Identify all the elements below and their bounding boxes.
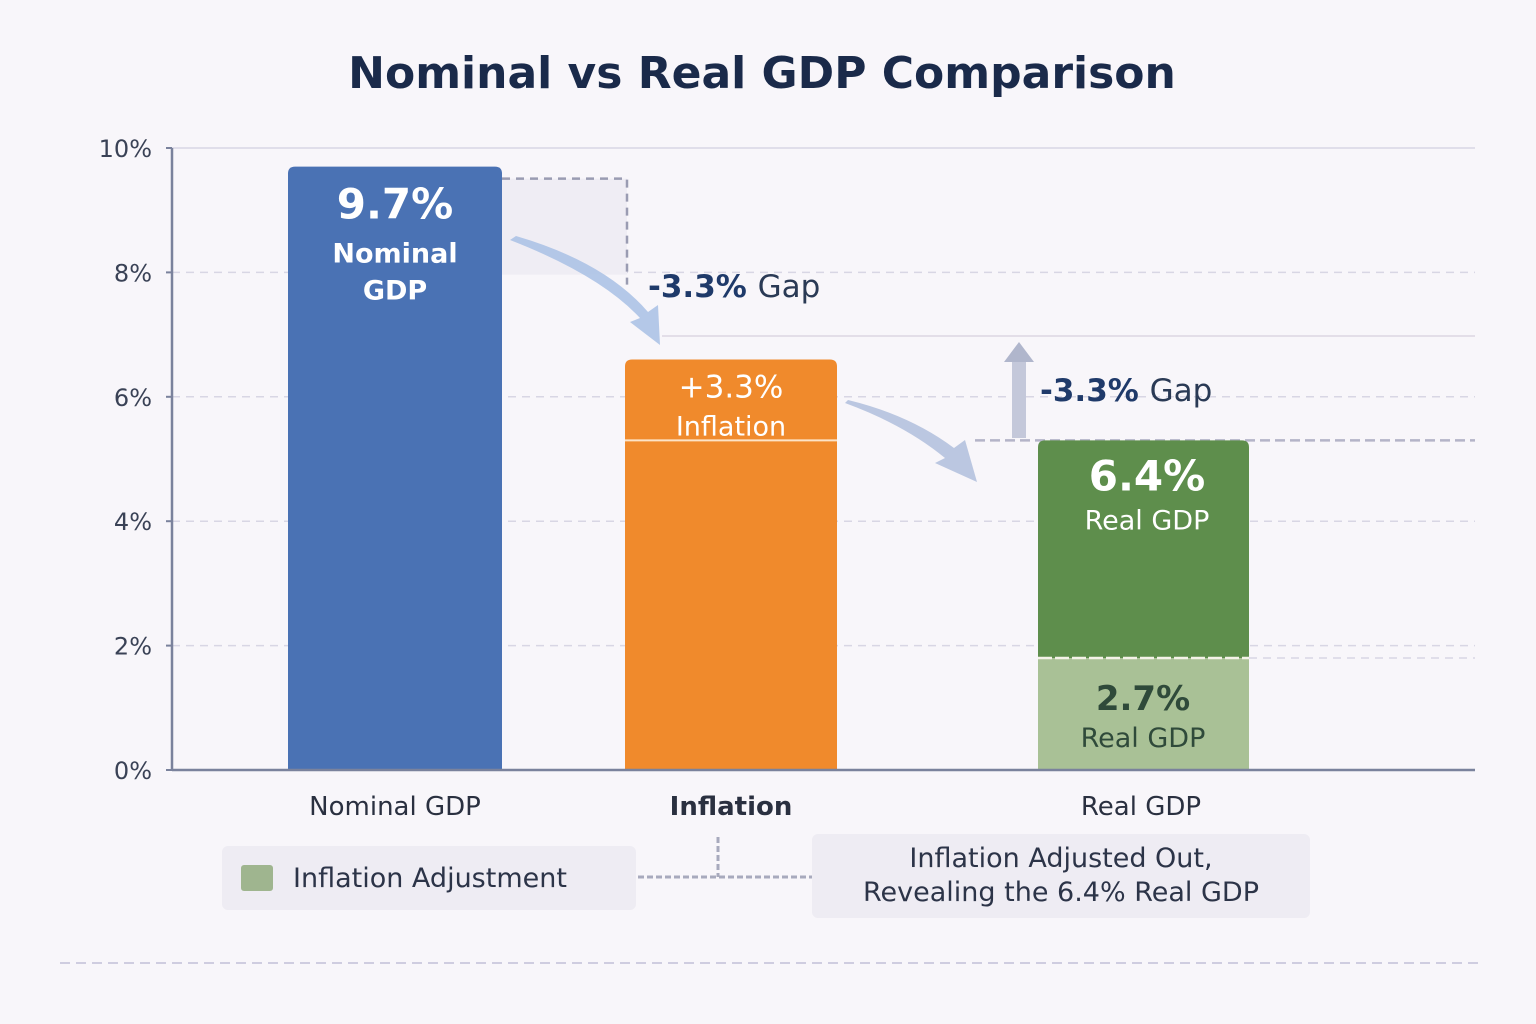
- y-tick-label: 10%: [99, 135, 152, 163]
- gap-annotation: -3.3% Gap: [648, 269, 820, 305]
- axes: 0% 2% 4% 6% 8% 10%: [99, 135, 1475, 785]
- legend-connector: [638, 837, 812, 879]
- note-line-1: Inflation Adjusted Out,: [909, 843, 1213, 874]
- bar-segment-real-gdp-lower: [1038, 658, 1249, 770]
- bar-nominal-gdp: [288, 166, 502, 770]
- x-tick-label: Real GDP: [1081, 792, 1201, 822]
- y-tick-label: 6%: [114, 384, 152, 412]
- arrow-up-shaft: [1012, 360, 1026, 438]
- y-tick-label: 8%: [114, 259, 152, 287]
- bar-value-label: +3.3%: [679, 369, 784, 405]
- bar-segment-real-gdp-upper: [1038, 440, 1249, 659]
- y-tick-label: 4%: [114, 508, 152, 536]
- legend: Inflation Adjustment: [222, 846, 636, 910]
- bar-inflation: [625, 359, 837, 770]
- note-box: Inflation Adjusted Out, Revealing the 6.…: [812, 834, 1310, 918]
- gap-text: Gap: [758, 269, 821, 305]
- chart-title: Nominal vs Real GDP Comparison: [348, 48, 1176, 99]
- bar-sub-label: Inflation: [676, 411, 786, 442]
- gap-annotation: -3.3% Gap: [1040, 373, 1212, 409]
- arrow-up-icon: [1004, 342, 1034, 362]
- bar-sub-label: GDP: [363, 276, 427, 307]
- gap-value: -3.3%: [648, 269, 758, 305]
- gap-text: Gap: [1150, 373, 1213, 409]
- x-tick-label: Inflation: [670, 792, 793, 822]
- x-tick-label: Nominal GDP: [309, 792, 481, 822]
- bar-sub-label: Nominal: [332, 239, 457, 270]
- bar-sub-label: Real GDP: [1085, 505, 1210, 536]
- bar-value-label: 6.4%: [1089, 451, 1205, 500]
- legend-label: Inflation Adjustment: [293, 862, 567, 894]
- bar-sub-label: Real GDP: [1081, 723, 1206, 754]
- labels: 9.7% Nominal GDP +3.3% Inflation 6.4% Real GDP…: [309, 180, 1212, 822]
- gap-value: -3.3%: [1040, 373, 1150, 409]
- legend-swatch: [241, 865, 273, 891]
- bars: [288, 166, 1249, 770]
- bar-value-label: 9.7%: [337, 180, 453, 229]
- y-tick-label: 0%: [114, 757, 152, 785]
- bar-value-label: 2.7%: [1096, 679, 1190, 719]
- y-tick-label: 2%: [114, 633, 152, 661]
- arrow-curve-icon: [845, 400, 977, 482]
- note-line-2: Revealing the 6.4% Real GDP: [863, 877, 1259, 908]
